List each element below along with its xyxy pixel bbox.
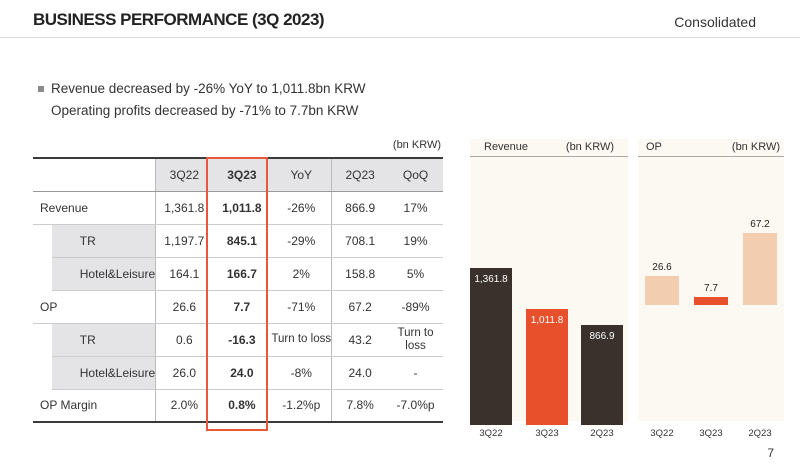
row-label-tr: TR: [51, 224, 157, 258]
cell: -29%: [271, 224, 333, 258]
cell: 2.0%: [155, 389, 213, 423]
chart-bar: [470, 268, 512, 425]
revenue-chart-title: Revenue: [484, 141, 529, 153]
cell: 1,011.8: [212, 191, 272, 225]
cell: 17%: [388, 191, 443, 225]
table-row: OP Margin 2.0% 0.8% -1.2%p 7.8% -7.0%p: [33, 389, 443, 423]
cell: -1.2%p: [271, 389, 333, 423]
scope-label: Consolidated: [674, 14, 756, 30]
table-header-row: 3Q22 3Q23 YoY 2Q23 QoQ: [33, 157, 443, 192]
chart-bar: [526, 309, 568, 425]
chart-data-label: 67.2: [750, 219, 770, 230]
col-header-yoy: YoY: [271, 157, 333, 192]
cell: 158.8: [331, 257, 389, 291]
op-chart-unit: (bn KRW): [731, 141, 780, 153]
chart-bar: [694, 297, 728, 305]
cell: 164.1: [155, 257, 213, 291]
chart-data-label: 1,361.8: [474, 274, 508, 285]
cell: 866.9: [331, 191, 389, 225]
cell: -8%: [271, 356, 333, 390]
cell: -89%: [388, 290, 443, 324]
cell: 1,197.7: [155, 224, 213, 258]
cell: 26.0: [155, 356, 213, 390]
chart-x-tick-label: 3Q22: [650, 428, 674, 439]
indent-spacer: [33, 257, 52, 290]
op-chart-title: OP: [646, 141, 662, 153]
cell: 166.7: [212, 257, 272, 291]
chart-data-label: 866.9: [589, 331, 615, 342]
cell: 708.1: [331, 224, 389, 258]
bullet-square-icon: [38, 86, 44, 92]
col-header-2q23: 2Q23: [331, 157, 389, 192]
table-row: OP 26.6 7.7 -71% 67.2 -89%: [33, 290, 443, 324]
chart-x-tick-label: 2Q23: [590, 428, 614, 439]
cell: 24.0: [331, 356, 389, 390]
cell: 5%: [388, 257, 443, 291]
chart-header-rule: [470, 156, 628, 157]
chart-x-tick-label: 2Q23: [748, 428, 772, 439]
chart-x-tick-label: 3Q22: [479, 428, 503, 439]
chart-data-label: 26.6: [652, 262, 672, 273]
cell: 0.8%: [212, 389, 272, 423]
table-unit-label: (bn KRW): [392, 139, 441, 151]
revenue-chart-unit: (bn KRW): [565, 141, 614, 153]
table-row: TR 1,197.7 845.1 -29% 708.1 19%: [33, 224, 443, 258]
bullet-revenue: Revenue decreased by -26% YoY to 1,011.8…: [38, 78, 365, 100]
row-label-op-margin: OP Margin: [33, 389, 157, 423]
cell: 43.2: [331, 323, 389, 357]
cell: 845.1: [212, 224, 272, 258]
chart-bar: [645, 276, 679, 305]
row-label-hotel: Hotel&Leisure: [51, 257, 157, 291]
chart-bar: [743, 233, 777, 305]
col-header-3q23: 3Q23: [212, 157, 272, 192]
chart-bar: [581, 325, 623, 425]
cell: 2%: [271, 257, 333, 291]
row-label-hotel: Hotel&Leisure: [51, 356, 157, 390]
cell: Turn to loss: [271, 323, 333, 357]
row-label-tr: TR: [51, 323, 157, 357]
title-divider: [0, 37, 800, 38]
indent-spacer: [33, 323, 52, 356]
page-title: BUSINESS PERFORMANCE (3Q 2023): [33, 10, 325, 29]
performance-table: 3Q22 3Q23 YoY 2Q23 QoQ Revenue 1,361.8 1…: [33, 157, 443, 423]
cell: 26.6: [155, 290, 213, 324]
cell: 7.7: [212, 290, 272, 324]
table-row: Revenue 1,361.8 1,011.8 -26% 866.9 17%: [33, 191, 443, 225]
indent-spacer: [33, 356, 52, 389]
summary-bullets: Revenue decreased by -26% YoY to 1,011.8…: [38, 78, 365, 122]
indent-spacer: [33, 224, 52, 257]
cell: -16.3: [212, 323, 272, 357]
chart-data-label: 1,011.8: [530, 315, 564, 326]
cell: 7.8%: [331, 389, 389, 423]
bullet-revenue-text: Revenue decreased by -26% YoY to 1,011.8…: [51, 81, 366, 96]
cell: -: [388, 356, 443, 390]
col-header-qoq: QoQ: [388, 157, 443, 192]
chart-x-tick-label: 3Q23: [535, 428, 559, 439]
table-row: Hotel&Leisure 26.0 24.0 -8% 24.0 -: [33, 356, 443, 390]
revenue-chart-panel: Revenue (bn KRW) 1,361.8 1,011.8 866.9: [470, 139, 628, 425]
chart-x-tick-label: 3Q23: [699, 428, 723, 439]
row-label-op: OP: [33, 290, 157, 324]
table-row: Hotel&Leisure 164.1 166.7 2% 158.8 5%: [33, 257, 443, 291]
col-header-3q22: 3Q22: [155, 157, 213, 192]
cell: 24.0: [212, 356, 272, 390]
bullet-op-text: Operating profits decreased by -71% to 7…: [51, 103, 359, 118]
op-chart-panel: OP (bn KRW) 26.6 7.7 67.2: [638, 139, 784, 421]
table-row: TR 0.6 -16.3 Turn to loss 43.2 Turn to l…: [33, 323, 443, 357]
page-number: 7: [767, 446, 774, 460]
cell: -71%: [271, 290, 333, 324]
row-label-revenue: Revenue: [33, 191, 157, 225]
cell: Turn to loss: [388, 323, 443, 357]
chart-header-rule: [638, 156, 784, 157]
cell: 0.6: [155, 323, 213, 357]
cell: 1,361.8: [155, 191, 213, 225]
header-corner: [33, 157, 157, 192]
cell: -7.0%p: [388, 389, 443, 423]
cell: -26%: [271, 191, 333, 225]
cell: 67.2: [331, 290, 389, 324]
cell: 19%: [388, 224, 443, 258]
chart-data-label: 7.7: [704, 283, 718, 294]
